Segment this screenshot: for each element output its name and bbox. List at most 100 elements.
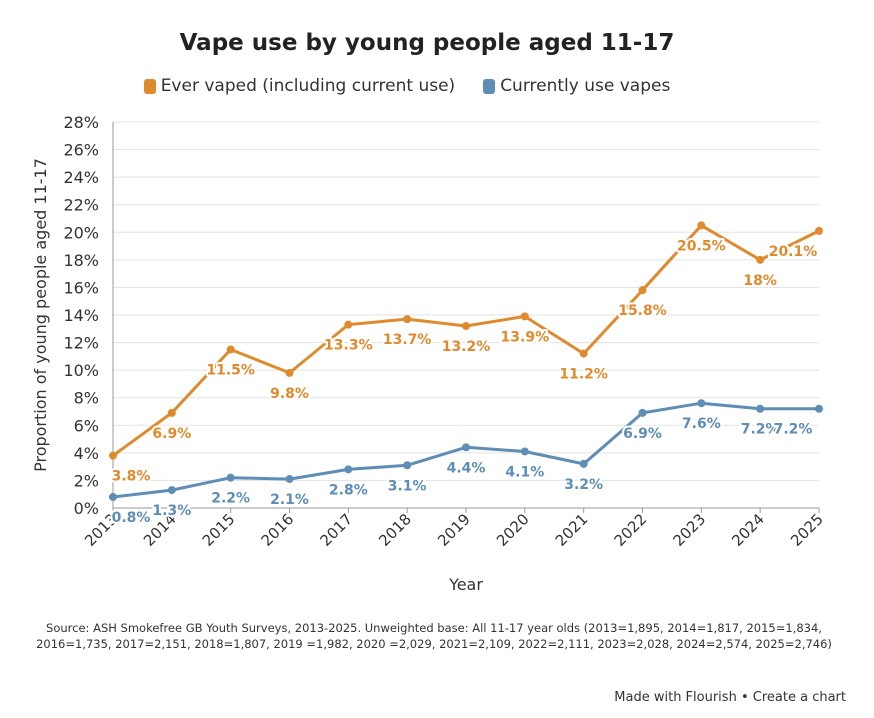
create-chart-link[interactable]: Create a chart [752,690,846,705]
legend-label-ever-vaped: Ever vaped (including current use) [160,76,456,96]
data-labels: 3.8%3.8%6.9%6.9%11.5%11.5%9.8%9.8%13.3%1… [110,236,820,528]
data-label-halo: 13.3% [324,338,373,354]
data-point-ever-vaped[interactable] [638,286,647,295]
data-label-ever-vaped: 20.1% [769,244,818,260]
x-tick-label: 2017 [316,510,356,550]
source-line-1: Source: ASH Smokefree GB Youth Surveys, … [46,621,822,635]
data-point-currently-use[interactable] [344,465,353,474]
data-point-ever-vaped[interactable] [167,408,176,417]
data-label-ever-vaped: 18% [743,273,777,289]
y-tick-label: 28% [63,113,99,132]
data-label-halo: 7.6% [682,416,721,432]
data-label-halo: 4.4% [447,460,486,476]
y-tick-label: 16% [63,278,99,297]
x-tick-label: 2023 [669,510,709,550]
data-label-currently-use: 6.9% [623,426,662,442]
legend-item-ever-vaped[interactable]: Ever vaped (including current use) [143,76,456,96]
data-label-ever-vaped: 13.9% [501,329,550,345]
data-point-currently-use[interactable] [520,447,529,456]
legend-swatch-currently-use [483,78,496,94]
data-point-currently-use[interactable] [579,459,588,468]
data-label-currently-use: 2.8% [329,482,368,498]
y-tick-label: 18% [63,251,99,270]
data-point-ever-vaped[interactable] [520,312,529,321]
data-point-ever-vaped[interactable] [697,221,706,230]
data-label-currently-use: 2.1% [270,492,309,508]
data-point-ever-vaped[interactable] [403,315,412,324]
data-label-halo: 0.8% [112,510,151,526]
data-point-ever-vaped[interactable] [285,368,294,377]
legend-swatch-ever-vaped [143,78,156,94]
data-label-halo: 2.8% [329,482,368,498]
data-point-currently-use[interactable] [403,461,412,470]
data-point-currently-use[interactable] [815,404,823,413]
data-point-ever-vaped[interactable] [344,320,353,329]
data-point-ever-vaped[interactable] [226,345,235,354]
data-point-ever-vaped[interactable] [462,322,470,331]
data-label-ever-vaped: 9.8% [270,386,309,402]
x-tick-label: 2016 [258,510,298,550]
x-tick-label: 2021 [552,510,592,550]
x-tick-label: 2020 [493,510,533,550]
data-point-currently-use[interactable] [226,473,235,482]
y-tick-label: 2% [74,471,99,490]
x-tick-label: 2015 [199,510,239,550]
data-label-halo: 20.1% [769,244,818,260]
data-point-currently-use[interactable] [756,404,765,413]
footer: Made with Flourish • Create a chart [614,690,846,705]
data-point-currently-use[interactable] [167,486,176,495]
series-lines [109,221,823,501]
y-tick-label: 22% [63,196,99,215]
data-label-ever-vaped: 20.5% [677,238,726,254]
data-label-ever-vaped: 15.8% [618,303,667,319]
y-tick-label: 12% [63,334,99,353]
data-label-halo: 13.7% [383,332,432,348]
legend-label-currently-use: Currently use vapes [500,76,671,96]
y-tick-label: 8% [74,389,99,408]
data-label-currently-use: 3.1% [388,478,427,494]
x-tick-label: 2022 [611,510,651,550]
data-label-halo: 18% [743,273,777,289]
y-tick-label: 6% [74,416,99,435]
legend-item-currently-use[interactable]: Currently use vapes [483,76,670,96]
data-label-halo: 9.8% [270,386,309,402]
data-point-currently-use[interactable] [638,408,647,417]
made-with-flourish-link[interactable]: Made with Flourish [614,690,737,705]
data-point-currently-use[interactable] [697,399,706,408]
x-axis-title: Year [448,575,483,594]
data-label-halo: 6.9% [152,426,191,442]
x-tick-label: 2024 [728,510,768,550]
data-label-ever-vaped: 13.7% [383,332,432,348]
y-tick-label: 26% [63,141,99,160]
x-tick-label: 2025 [787,510,827,550]
data-point-ever-vaped[interactable] [109,451,117,460]
data-label-halo: 1.3% [152,503,191,519]
data-point-ever-vaped[interactable] [756,255,765,264]
y-tick-label: 10% [63,361,99,380]
data-label-halo: 7.2% [774,422,813,438]
footer-separator: • [740,690,749,705]
data-point-ever-vaped[interactable] [815,226,823,235]
data-label-halo: 11.5% [206,362,255,378]
data-label-halo: 3.8% [112,469,151,485]
data-point-ever-vaped[interactable] [579,349,588,358]
data-label-currently-use: 2.2% [211,491,250,507]
data-point-currently-use[interactable] [109,492,117,501]
y-tick-label: 4% [74,444,99,463]
data-label-currently-use: 7.6% [682,416,721,432]
data-label-ever-vaped: 3.8% [112,469,151,485]
x-tick-label: 2018 [375,510,415,550]
data-label-currently-use: 1.3% [152,503,191,519]
data-label-halo: 13.2% [442,339,491,355]
data-label-halo: 3.2% [564,477,603,493]
data-label-currently-use: 4.1% [505,464,544,480]
source-note: Source: ASH Smokefree GB Youth Surveys, … [14,620,854,652]
data-label-ever-vaped: 11.5% [206,362,255,378]
data-point-currently-use[interactable] [285,475,294,484]
data-label-halo: 7.2% [741,422,780,438]
data-label-halo: 11.2% [559,367,608,383]
data-label-halo: 6.9% [623,426,662,442]
data-label-currently-use: 4.4% [447,460,486,476]
data-point-currently-use[interactable] [462,443,470,452]
data-label-halo: 13.9% [501,329,550,345]
